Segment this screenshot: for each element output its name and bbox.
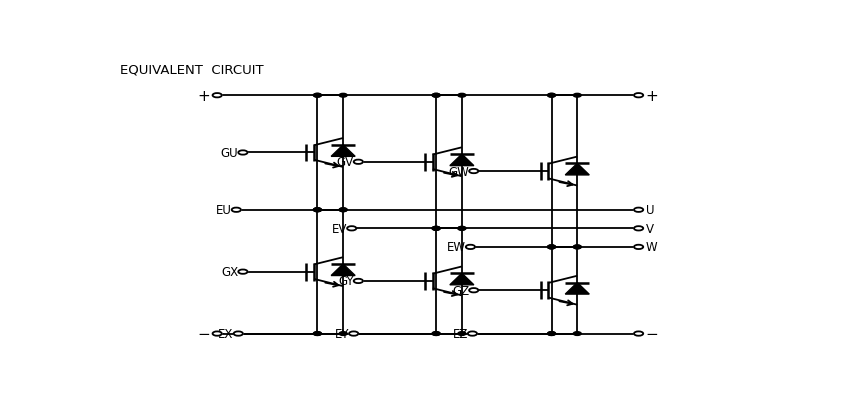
Polygon shape [450,273,474,285]
Text: EV: EV [332,222,347,235]
Circle shape [432,227,440,231]
Circle shape [574,245,581,249]
Circle shape [458,332,465,336]
Circle shape [349,332,358,336]
Circle shape [340,209,347,212]
Text: GY: GY [338,275,354,288]
Circle shape [634,227,643,231]
Text: U: U [646,204,654,217]
Circle shape [231,208,241,213]
Circle shape [468,332,477,336]
Polygon shape [565,283,589,294]
Circle shape [340,332,347,336]
Circle shape [469,170,478,174]
Circle shape [574,332,581,336]
Text: +: + [646,89,659,103]
Circle shape [347,227,357,231]
Circle shape [547,245,556,249]
Text: EU: EU [216,204,231,217]
Circle shape [238,270,248,274]
Text: −: − [646,326,659,341]
Circle shape [634,332,643,336]
Text: EX: EX [219,327,234,340]
Polygon shape [331,146,355,157]
Circle shape [634,208,643,213]
Circle shape [634,94,643,98]
Circle shape [574,94,581,98]
Text: EQUIVALENT  CIRCUIT: EQUIVALENT CIRCUIT [119,64,263,77]
Circle shape [547,245,556,249]
Circle shape [340,94,347,98]
Text: GW: GW [448,165,469,178]
Circle shape [574,245,581,249]
Circle shape [458,227,465,231]
Circle shape [547,245,556,249]
Circle shape [432,332,440,336]
Circle shape [354,279,363,284]
Circle shape [354,160,363,164]
Circle shape [432,227,440,231]
Circle shape [313,94,322,98]
Circle shape [547,332,556,336]
Circle shape [458,227,465,231]
Circle shape [313,332,322,336]
Text: EZ: EZ [453,327,468,340]
Circle shape [213,94,222,98]
Circle shape [313,209,322,212]
Polygon shape [450,155,474,166]
Circle shape [465,245,475,249]
Circle shape [634,245,643,249]
Text: GU: GU [220,147,238,160]
Circle shape [340,209,347,212]
Circle shape [432,94,440,98]
Polygon shape [565,164,589,176]
Polygon shape [331,264,355,276]
Text: EY: EY [334,327,349,340]
Circle shape [313,332,322,336]
Text: W: W [646,241,657,254]
Text: GZ: GZ [452,284,469,297]
Text: −: − [197,326,210,341]
Circle shape [213,332,222,336]
Text: GV: GV [337,156,354,169]
Circle shape [547,94,556,98]
Text: EW: EW [447,241,465,254]
Circle shape [432,94,440,98]
Circle shape [547,94,556,98]
Circle shape [432,332,440,336]
Circle shape [234,332,243,336]
Circle shape [469,288,478,293]
Text: +: + [197,89,210,103]
Circle shape [547,332,556,336]
Circle shape [432,227,440,231]
Circle shape [313,94,322,98]
Text: V: V [646,222,654,235]
Circle shape [238,151,248,155]
Circle shape [313,209,322,212]
Circle shape [458,94,465,98]
Circle shape [313,209,322,212]
Text: GX: GX [221,265,238,278]
